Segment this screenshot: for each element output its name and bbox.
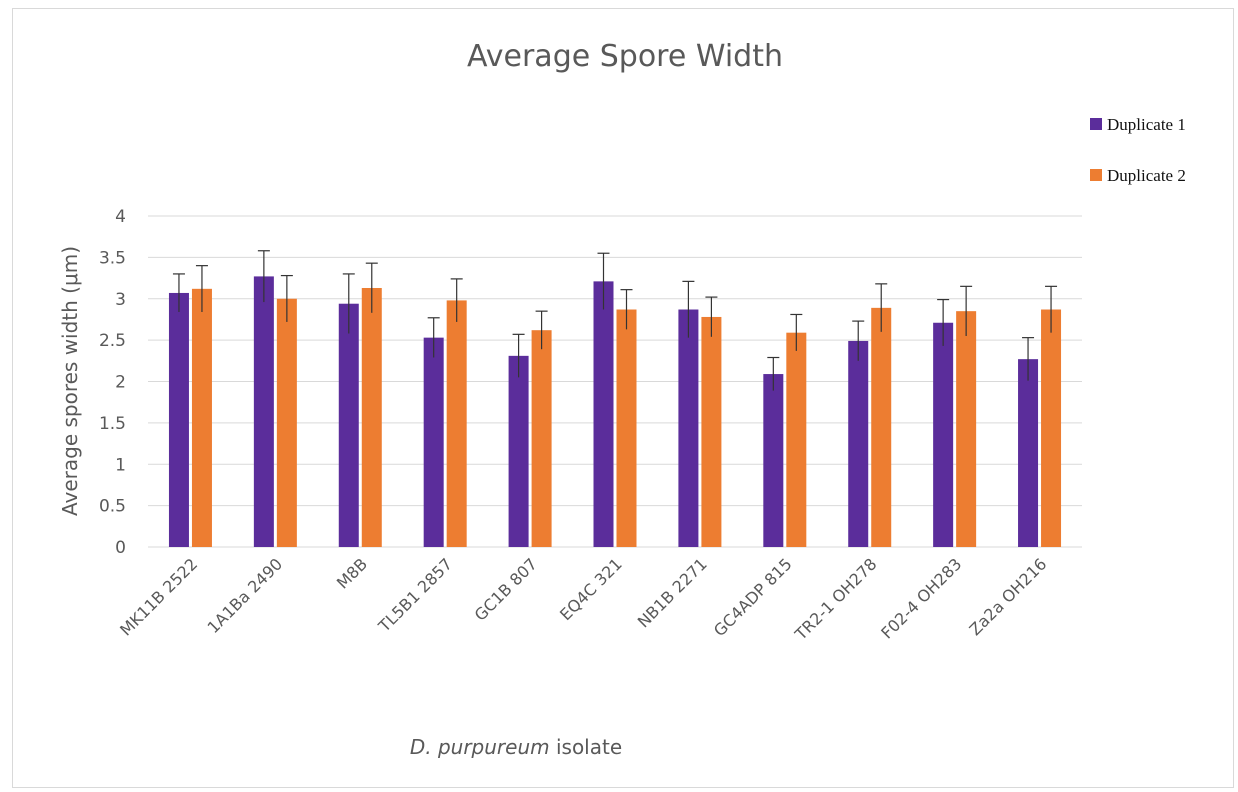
bar-duplicate-1 xyxy=(1018,359,1039,547)
x-axis-label: D. purpureum isolate xyxy=(410,735,622,759)
bar-duplicate-1 xyxy=(253,276,274,547)
x-category-label: M8B xyxy=(333,554,371,592)
bar-duplicate-2 xyxy=(616,309,637,547)
bar-duplicate-2 xyxy=(531,330,552,547)
x-category-label: NB1B 2271 xyxy=(634,554,711,631)
bar-duplicate-1 xyxy=(763,374,784,547)
legend-label-duplicate-2: Duplicate 2 xyxy=(1107,166,1186,185)
x-category-label: GC1B 807 xyxy=(471,554,541,624)
legend-swatch-duplicate-1 xyxy=(1090,118,1102,130)
bar-duplicate-2 xyxy=(786,332,807,547)
bar-duplicate-1 xyxy=(508,355,529,547)
y-tick-label: 4 xyxy=(115,207,126,227)
x-category-label: MK11B 2522 xyxy=(116,554,201,639)
y-tick-label: 0.5 xyxy=(99,497,126,517)
bar-duplicate-1 xyxy=(338,303,359,547)
bar-duplicate-1 xyxy=(423,337,444,547)
x-category-label: GC4ADP 815 xyxy=(710,554,796,640)
x-category-label: EQ4C 321 xyxy=(556,554,626,624)
bar-duplicate-2 xyxy=(1041,309,1062,547)
y-tick-label: 3 xyxy=(115,290,126,310)
y-axis-label: Average spores width (μm) xyxy=(58,246,82,516)
bar-duplicate-2 xyxy=(276,298,297,547)
x-axis-label-rest: isolate xyxy=(550,735,623,759)
chart-title: Average Spore Width xyxy=(467,39,783,74)
x-category-label: TR2-1 OH278 xyxy=(791,554,881,644)
y-tick-label: 0 xyxy=(115,538,126,558)
y-tick-label: 3.5 xyxy=(99,248,126,268)
bar-duplicate-1 xyxy=(678,309,699,547)
bar-duplicate-2 xyxy=(446,300,467,547)
bar-duplicate-1 xyxy=(168,292,189,547)
bar-duplicate-1 xyxy=(848,340,869,547)
y-tick-label: 1.5 xyxy=(99,414,126,434)
bar-duplicate-2 xyxy=(361,287,382,547)
legend-swatch-duplicate-2 xyxy=(1090,169,1102,181)
bar-duplicate-2 xyxy=(191,288,212,547)
bar-duplicate-1 xyxy=(933,322,954,547)
legend: Duplicate 1 Duplicate 2 xyxy=(1090,115,1186,185)
y-tick-label: 1 xyxy=(115,455,126,475)
x-category-label: 1A1Ba 2490 xyxy=(204,554,287,637)
error-bars xyxy=(172,250,1058,391)
x-category-label: F02-4 OH283 xyxy=(877,554,965,642)
x-axis-label-italic: D. purpureum xyxy=(410,735,550,759)
y-tick-label: 2 xyxy=(115,373,126,393)
x-category-label: Za2a OH216 xyxy=(966,554,1051,639)
y-axis-ticks: 0 0.5 1 1.5 2 2.5 3 3.5 4 xyxy=(99,207,126,558)
bars xyxy=(168,276,1062,547)
legend-label-duplicate-1: Duplicate 1 xyxy=(1107,115,1186,134)
bar-duplicate-2 xyxy=(871,307,892,547)
bar-duplicate-1 xyxy=(593,281,614,547)
bar-duplicate-2 xyxy=(701,316,722,547)
gridlines xyxy=(148,215,1082,548)
bar-duplicate-2 xyxy=(956,311,977,547)
x-category-label: TL5B1 2857 xyxy=(374,554,456,636)
x-axis-categories: MK11B 2522 1A1Ba 2490 M8B TL5B1 2857 GC1B 80… xyxy=(116,554,1050,644)
y-tick-label: 2.5 xyxy=(99,331,126,351)
